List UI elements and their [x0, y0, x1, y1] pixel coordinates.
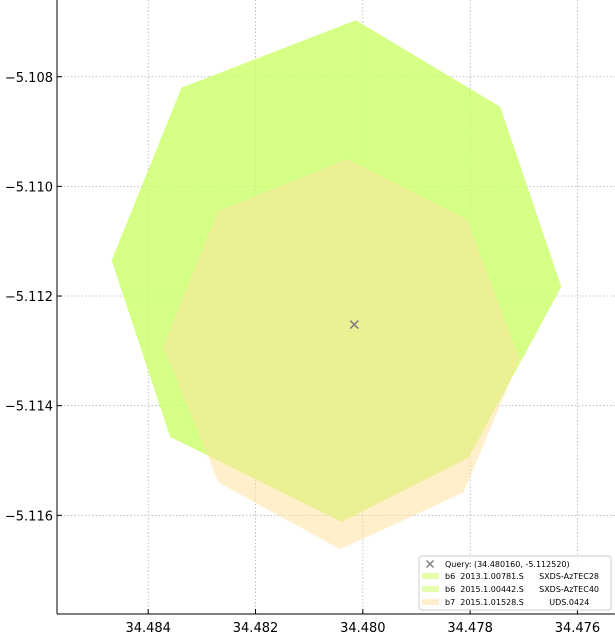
x-tick-label: 34.480 — [340, 621, 386, 634]
y-tick-label: −5.116 — [5, 509, 53, 524]
y-tick-label: −5.110 — [5, 180, 53, 195]
legend-box — [418, 555, 612, 611]
legend-query-marker — [425, 559, 435, 569]
axes: 34.484 34.482 34.480 34.478 34.476 −5.108 −5.1… — [5, 0, 615, 634]
x-tick-label: 34.478 — [447, 621, 493, 634]
x-tick-label: 34.476 — [555, 621, 601, 634]
y-tick-label: −5.114 — [5, 400, 53, 415]
legend: Query: (34.480160, -5.112520) b6 2013.1.0… — [418, 555, 612, 611]
legend-swatch-2 — [422, 586, 439, 592]
legend-marker-stroke — [425, 559, 435, 569]
x-tick-label: 34.482 — [233, 621, 279, 634]
query-marker-layer — [349, 319, 359, 330]
y-tick-label: −5.112 — [5, 290, 53, 305]
x-tick-label: 34.484 — [125, 621, 171, 634]
query-marker — [349, 319, 359, 330]
legend-label-3: b7 2015.1.01528.S UDS.0424 — [445, 598, 589, 607]
legend-label-1: b6 2013.1.00781.S SXDS-AzTEC28 — [445, 572, 599, 581]
footprint-polygon-3 — [163, 159, 520, 550]
query-marker-stroke — [349, 319, 359, 330]
y-tick-label: −5.108 — [5, 71, 53, 86]
legend-label-2: b6 2015.1.00442.S SXDS-AzTEC40 — [445, 585, 599, 594]
footprint-layer — [111, 20, 562, 550]
legend-swatch-3 — [422, 599, 439, 605]
legend-label-query: Query: (34.480160, -5.112520) — [445, 560, 570, 569]
legend-swatch-1 — [422, 573, 439, 579]
